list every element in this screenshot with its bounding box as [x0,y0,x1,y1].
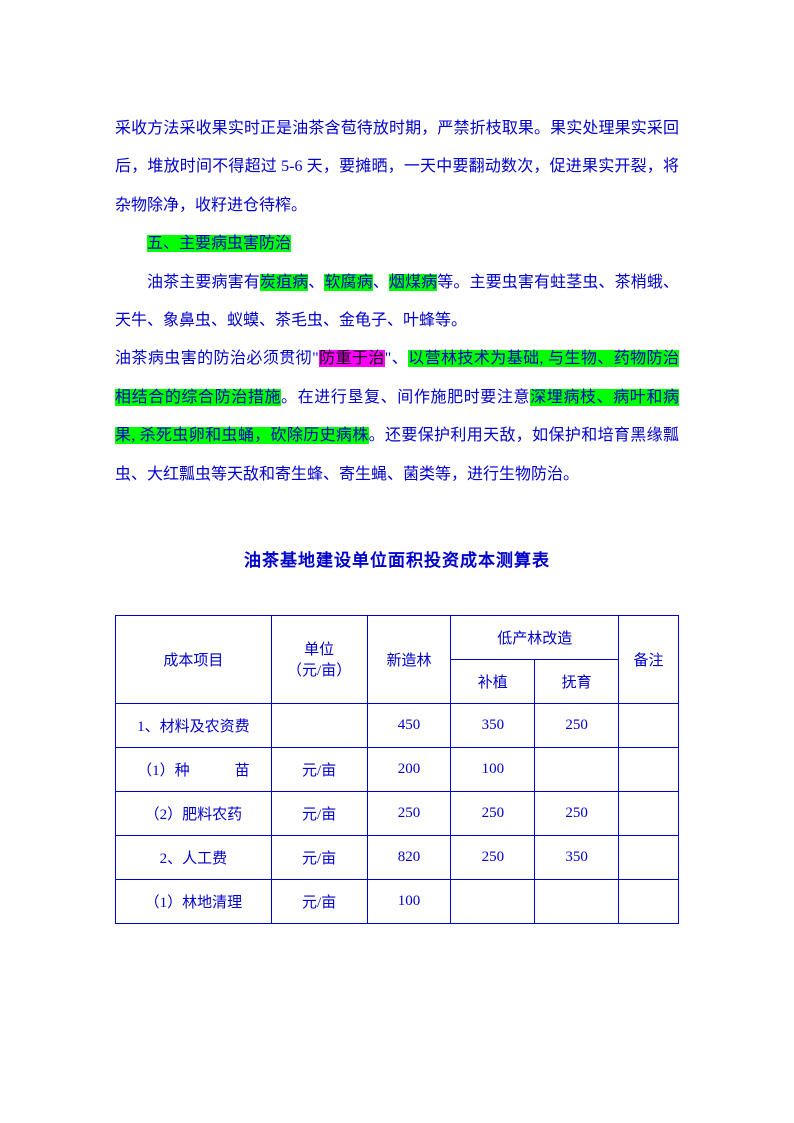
highlight: 炭疽病 [260,274,308,291]
highlight: 烟煤病 [389,274,437,291]
cell-new: 200 [367,747,451,791]
cell-sub1: 250 [451,835,535,879]
header-cost-item: 成本项目 [116,615,272,703]
cell-new: 450 [367,703,451,747]
cell-sub2: 350 [535,835,619,879]
cell-item: （2）肥料农药 [116,791,272,835]
section-heading: 五、主要病虫害防治 [115,225,679,263]
cell-item: （1）林地清理 [116,879,272,923]
cell-sub2 [535,747,619,791]
highlight: 以营林技术为基础, 与生物、 [408,350,614,367]
table-row: （1）种 苗 元/亩 200 100 [116,747,679,791]
cell-sub1: 350 [451,703,535,747]
cell-note [619,879,679,923]
cell-note [619,747,679,791]
cell-unit: 元/亩 [271,835,367,879]
cell-unit [271,703,367,747]
table-row: （1）林地清理 元/亩 100 [116,879,679,923]
highlight: 软腐病 [324,274,372,291]
header-unit-line1: 单位 [272,638,367,659]
cell-note [619,791,679,835]
header-low-yield: 低产林改造 [451,615,619,659]
header-new-forest: 新造林 [367,615,451,703]
text: 油茶主要病害有 [147,274,260,291]
table-header-row-1: 成本项目 单位 （元/亩） 新造林 低产林改造 备注 [116,615,679,659]
paragraph-intro: 采收方法采收果实时正是油茶含苞待放时期，严禁折枝取果。果实处理果实采回后，堆放时… [115,110,679,225]
text: "、 [385,350,408,367]
table-row: （2）肥料农药 元/亩 250 250 250 [116,791,679,835]
cell-sub2 [535,879,619,923]
cell-note [619,703,679,747]
cell-item: （1）种 苗 [116,747,272,791]
table-row: 1、材料及农资费 450 350 250 [116,703,679,747]
cell-new: 100 [367,879,451,923]
text: 油茶病虫害的防治必须贯彻" [115,350,319,367]
text: 、 [308,274,324,291]
cell-sub1: 250 [451,791,535,835]
document-body: 采收方法采收果实时正是油茶含苞待放时期，严禁折枝取果。果实处理果实采回后，堆放时… [115,110,679,494]
cost-table: 成本项目 单位 （元/亩） 新造林 低产林改造 备注 补植 抚育 1、材料及农资… [115,615,679,924]
cell-note [619,835,679,879]
header-tending: 抚育 [535,659,619,703]
table-body: 1、材料及农资费 450 350 250 （1）种 苗 元/亩 200 100 … [116,703,679,923]
highlight: 深埋 [530,389,563,406]
paragraph-prevention: 油茶病虫害的防治必须贯彻"防重于治"、以营林技术为基础, 与生物、药物防治相结合… [115,340,679,494]
cell-new: 820 [367,835,451,879]
cell-sub2: 250 [535,791,619,835]
table-title: 油茶基地建设单位面积投资成本测算表 [115,546,679,571]
cell-unit: 元/亩 [271,791,367,835]
header-note: 备注 [619,615,679,703]
table-row: 2、人工费 元/亩 820 250 350 [116,835,679,879]
cell-unit: 元/亩 [271,747,367,791]
cell-item: 1、材料及农资费 [116,703,272,747]
highlight-magenta: 防重于治 [319,350,385,367]
text: 。在进行垦复、间作施肥时要注意 [281,389,530,406]
cell-sub1 [451,879,535,923]
header-replant: 补植 [451,659,535,703]
cell-sub2: 250 [535,703,619,747]
cell-new: 250 [367,791,451,835]
cell-sub1: 100 [451,747,535,791]
heading-highlight: 五、主要病虫害防治 [147,235,291,252]
header-unit: 单位 （元/亩） [271,615,367,703]
paragraph-diseases: 油茶主要病害有炭疽病、软腐病、烟煤病等。主要虫害有蛀茎虫、茶梢蛾、天牛、象鼻虫、… [115,264,679,341]
cell-item: 2、人工费 [116,835,272,879]
header-unit-line2: （元/亩） [272,659,367,680]
text: 、 [373,274,389,291]
cell-unit: 元/亩 [271,879,367,923]
